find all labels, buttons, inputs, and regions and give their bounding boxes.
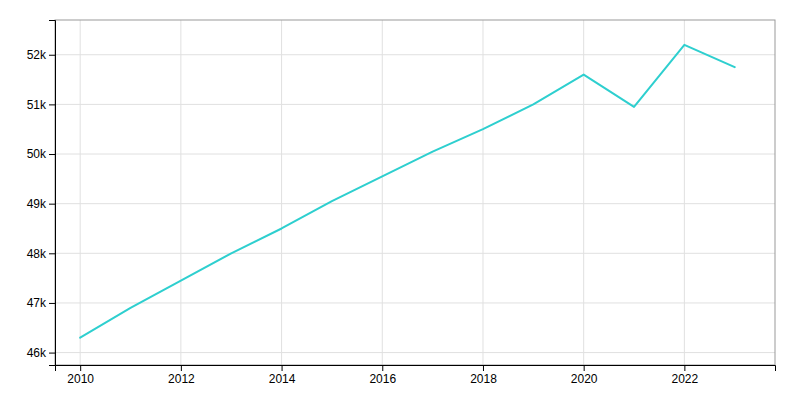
y-tick-mark xyxy=(49,253,55,254)
plot: 2010 2012 2014 2016 2018 2020 2022 46k 47k 48k 49k… xyxy=(27,20,776,386)
grid-line-x xyxy=(684,20,685,365)
grid-line-y xyxy=(55,104,775,105)
x-tick-mark xyxy=(684,365,685,371)
y-tick: 51k xyxy=(27,98,55,112)
x-tick-mark xyxy=(483,365,484,371)
y-tick: 48k xyxy=(27,247,55,261)
x-tick: 2020 xyxy=(571,365,598,386)
grid-line-x xyxy=(382,20,383,365)
line xyxy=(80,45,735,338)
plot-frame xyxy=(55,20,775,365)
x-tick-label: 2016 xyxy=(369,372,396,386)
x-axis-line xyxy=(56,366,776,372)
x-tick-mark xyxy=(282,365,283,371)
y-tick: 49k xyxy=(27,197,55,211)
grid-line-y xyxy=(55,154,775,155)
x-tick-label: 2022 xyxy=(672,372,699,386)
grid-line-x xyxy=(180,20,181,365)
y-tick-mark xyxy=(49,303,55,304)
chart: 2010 2012 2014 2016 2018 2020 2022 46k 47k 48k 49k… xyxy=(0,0,800,400)
y-tick-label: 52k xyxy=(27,48,47,62)
y-tick: 50k xyxy=(27,147,55,161)
grid xyxy=(55,20,775,365)
y-tick-label: 51k xyxy=(27,98,47,112)
y-tick-label: 48k xyxy=(27,247,47,261)
y-tick-mark xyxy=(49,55,55,56)
grid-line-y xyxy=(55,203,775,204)
y-tick: 52k xyxy=(27,48,55,62)
x-tick: 2018 xyxy=(470,365,497,386)
x-tick-mark xyxy=(382,365,383,371)
x-tick: 2022 xyxy=(672,365,699,386)
y-tick: 47k xyxy=(27,296,55,310)
grid-line-x xyxy=(482,20,483,365)
y-tick-mark xyxy=(49,104,55,105)
x-tick: 2016 xyxy=(369,365,396,386)
grid-line-y xyxy=(55,54,775,55)
y-tick-mark xyxy=(49,353,55,354)
y-axis-line xyxy=(49,21,56,366)
grid-line-x xyxy=(80,20,81,365)
marks xyxy=(80,45,735,338)
x-tick: 2014 xyxy=(269,365,296,386)
y-tick-mark xyxy=(49,204,55,205)
grid-line-y xyxy=(55,253,775,254)
x-tick-mark xyxy=(181,365,182,371)
x-tick-label: 2014 xyxy=(269,372,296,386)
grid-line-y xyxy=(55,352,775,353)
x-tick: 2012 xyxy=(168,365,195,386)
x-tick-mark xyxy=(584,365,585,371)
y-tick-label: 49k xyxy=(27,197,47,211)
y-tick-label: 46k xyxy=(27,346,47,360)
x-tick-mark xyxy=(80,365,81,371)
x-tick-label: 2010 xyxy=(67,372,94,386)
y-tick-label: 47k xyxy=(27,296,47,310)
x-tick-label: 2012 xyxy=(168,372,195,386)
grid-line-x xyxy=(583,20,584,365)
x-tick-label: 2018 xyxy=(470,372,497,386)
grid-line-x xyxy=(281,20,282,365)
y-tick: 46k xyxy=(27,346,55,360)
x-tick-label: 2020 xyxy=(571,372,598,386)
y-tick-label: 50k xyxy=(27,147,47,161)
grid-line-y xyxy=(55,302,775,303)
x-axis: 2010 2012 2014 2016 2018 2020 2022 xyxy=(56,365,776,386)
x-tick: 2010 xyxy=(67,365,94,386)
y-axis: 46k 47k 48k 49k 50k 51k 52k xyxy=(27,21,56,366)
y-tick-mark xyxy=(49,154,55,155)
